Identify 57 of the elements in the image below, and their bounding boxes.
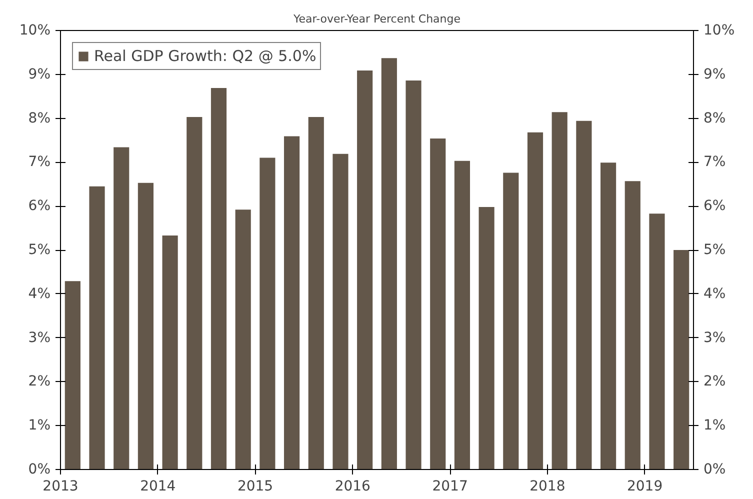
bar [64,281,80,470]
bar [138,182,154,470]
y-tick-label: 1% [28,418,51,434]
y-tick-label: 2% [28,374,51,390]
x-tick-label: 2017 [432,478,468,494]
y-tick-label: 4% [28,286,51,302]
y-tick-label: 10% [19,22,51,38]
bar [649,214,665,470]
x-tick-label: 2019 [626,478,663,494]
bar [332,154,348,470]
y-tick-label: 6% [28,198,51,214]
y2-tick-label: 7% [704,154,726,170]
bar [308,116,324,470]
bar [357,70,373,470]
y-tick-label: 0% [28,462,51,478]
y2-tick-label: 1% [704,418,726,434]
bar [674,250,690,470]
y2-tick-label: 6% [704,198,726,214]
y-tick-label: 7% [28,154,51,170]
bar [162,236,178,470]
bar [430,138,446,470]
bar [381,58,397,470]
y2-tick-label: 4% [704,286,726,302]
y2-tick-label: 10% [704,22,735,38]
y2-tick-label: 3% [704,330,726,346]
bar [186,116,202,470]
y2-tick-label: 9% [704,66,726,82]
bar [600,162,616,470]
bar [210,88,227,470]
bar [89,186,105,470]
x-tick-label: 2013 [42,478,78,494]
bar [454,160,470,470]
x-tick-label: 2015 [237,478,274,494]
bar [624,181,640,470]
bar [527,132,544,470]
x-tick-label: 2016 [334,478,371,494]
bar [503,172,519,470]
bar [235,210,251,470]
bar [114,147,130,470]
y-tick-label: 9% [28,66,51,82]
bar [478,206,494,470]
bar [284,136,300,470]
y2-tick-label: 5% [704,242,726,258]
y-tick-label: 8% [28,110,51,126]
x-tick-label: 2018 [530,478,566,494]
chart-title: Year-over-Year Percent Change [292,12,461,26]
y2-tick-label: 2% [704,374,726,390]
y2-tick-label: 8% [704,110,726,126]
x-tick-label: 2014 [140,478,176,494]
y-tick-label: 5% [28,242,51,258]
y2-tick-label: 0% [704,462,726,478]
bar [260,158,276,470]
bar [576,120,592,470]
bar [406,80,422,470]
y-tick-label: 3% [28,330,51,346]
bar [552,112,568,470]
legend-label: Real GDP Growth: Q2 @ 5.0% [94,47,316,65]
